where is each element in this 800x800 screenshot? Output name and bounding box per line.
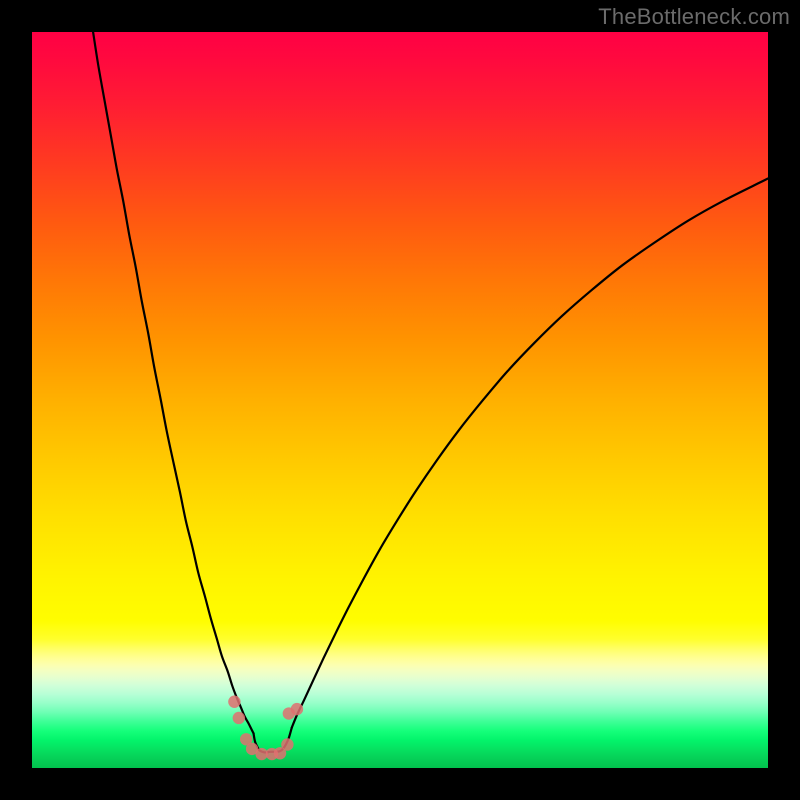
series-marker [281,738,293,750]
chart-canvas: TheBottleneck.com [0,0,800,800]
series-marker [233,712,245,724]
series-marker [228,696,240,708]
plot-area [32,32,768,768]
series-marker [291,703,303,715]
gradient-background [32,32,768,768]
watermark-text: TheBottleneck.com [598,4,790,30]
